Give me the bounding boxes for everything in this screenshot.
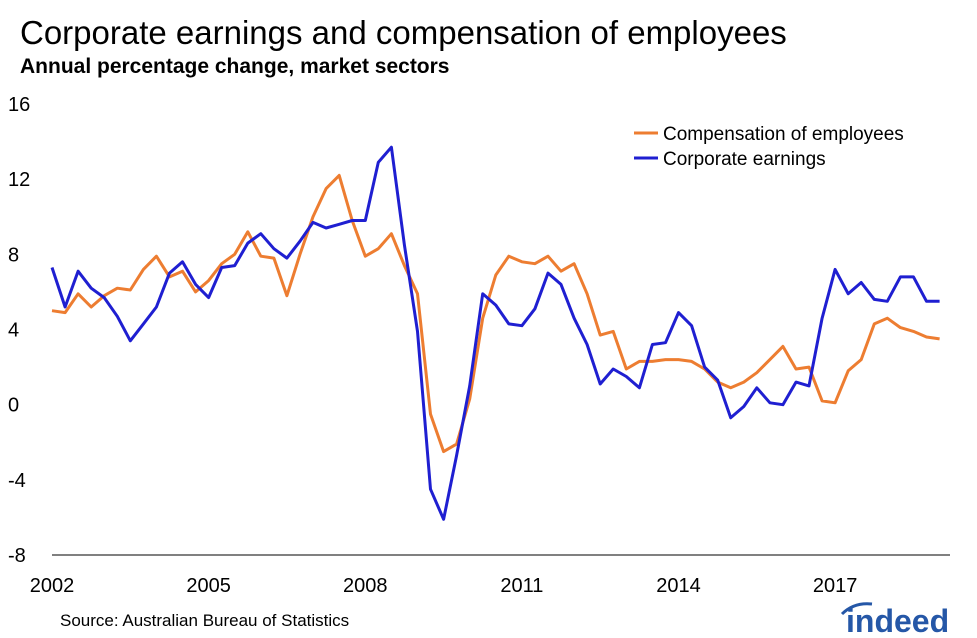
y-tick-label: 8 xyxy=(8,244,19,266)
y-tick-label: 16 xyxy=(8,94,30,116)
series-lines xyxy=(50,145,940,521)
x-tick-label: 2002 xyxy=(30,575,75,597)
y-tick-label: -8 xyxy=(8,545,26,567)
y-tick-label: 12 xyxy=(8,169,30,191)
series-line-corporate-earnings xyxy=(50,145,940,521)
x-axis-ticks: 2002 2005 2008 2011 2014 2017 xyxy=(30,575,858,597)
x-tick-label: 2017 xyxy=(813,575,858,597)
logo-swoosh-icon xyxy=(840,602,873,616)
legend-label-compensation: Compensation of employees xyxy=(663,124,904,145)
logo-text: indeed xyxy=(846,603,949,638)
y-tick-label: 4 xyxy=(8,320,19,342)
chart-title: Corporate earnings and compensation of e… xyxy=(20,14,787,51)
chart-subtitle: Annual percentage change, market sectors xyxy=(20,55,450,78)
y-axis-ticks: 16 12 8 4 0 -4 -8 xyxy=(8,94,30,567)
series-line-compensation xyxy=(51,173,940,454)
source-note: Source: Australian Bureau of Statistics xyxy=(60,611,349,630)
x-tick-label: 2014 xyxy=(656,575,701,597)
x-tick-label: 2011 xyxy=(500,575,543,597)
x-tick-label: 2008 xyxy=(343,575,388,597)
indeed-logo: indeed xyxy=(840,602,949,638)
y-tick-label: -4 xyxy=(8,470,26,492)
y-tick-label: 0 xyxy=(8,395,19,417)
legend-label-corporate-earnings: Corporate earnings xyxy=(663,149,826,170)
x-tick-label: 2005 xyxy=(186,575,231,597)
legend: Compensation of employees Corporate earn… xyxy=(634,124,904,170)
